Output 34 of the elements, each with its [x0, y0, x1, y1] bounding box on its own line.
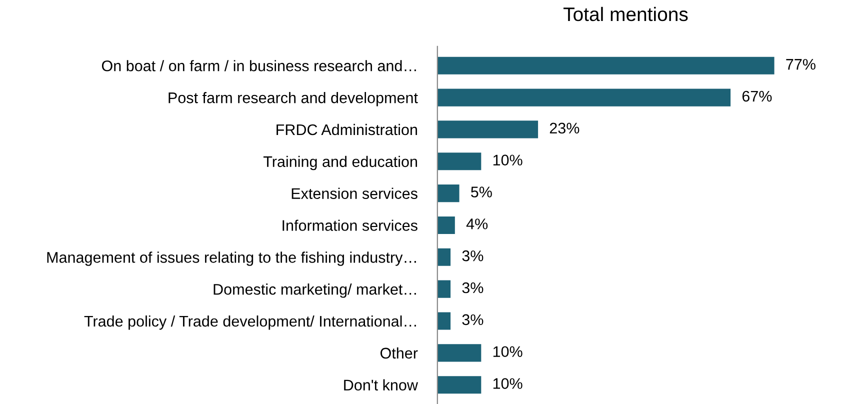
data-label: 4% — [466, 218, 488, 230]
bar — [437, 56, 774, 74]
y-tick-label: Information services — [282, 220, 418, 231]
y-tick-label: Post farm research and development — [168, 92, 418, 106]
data-label: 3% — [462, 250, 484, 262]
data-label: 3% — [462, 282, 484, 294]
bar — [437, 216, 455, 234]
bar — [437, 376, 482, 394]
data-label: 3% — [462, 314, 484, 326]
data-label: 77% — [786, 58, 816, 70]
data-label: 10% — [493, 346, 522, 358]
chart-title: Total mentions — [563, 6, 688, 22]
data-label: 10% — [493, 154, 522, 166]
bar — [437, 184, 460, 202]
y-tick-label: Management of issues relating to the fishing industry… — [47, 252, 416, 266]
y-tick-label: Trade policy / Trade development/ International… — [84, 315, 416, 330]
data-label: 10% — [493, 378, 522, 389]
data-label: 5% — [471, 186, 492, 198]
y-tick-label: Training and education — [263, 156, 417, 170]
y-tick-label: On boat / on farm / in business research and… — [102, 60, 416, 72]
bar — [437, 88, 731, 106]
bar — [437, 120, 538, 138]
y-tick-label: Other — [380, 347, 418, 359]
y-tick-label: FRDC Administration — [276, 124, 417, 136]
y-tick-label: Extension services — [292, 188, 418, 199]
y-tick-label: Don't know — [344, 379, 418, 391]
bar — [437, 312, 451, 330]
bar — [437, 344, 482, 362]
y-tick-label: Domestic marketing/ market… — [214, 284, 416, 298]
data-label: 23% — [550, 122, 580, 134]
data-label: 67% — [742, 90, 772, 102]
bar — [437, 248, 451, 266]
bar — [437, 152, 482, 170]
bar — [437, 280, 451, 298]
